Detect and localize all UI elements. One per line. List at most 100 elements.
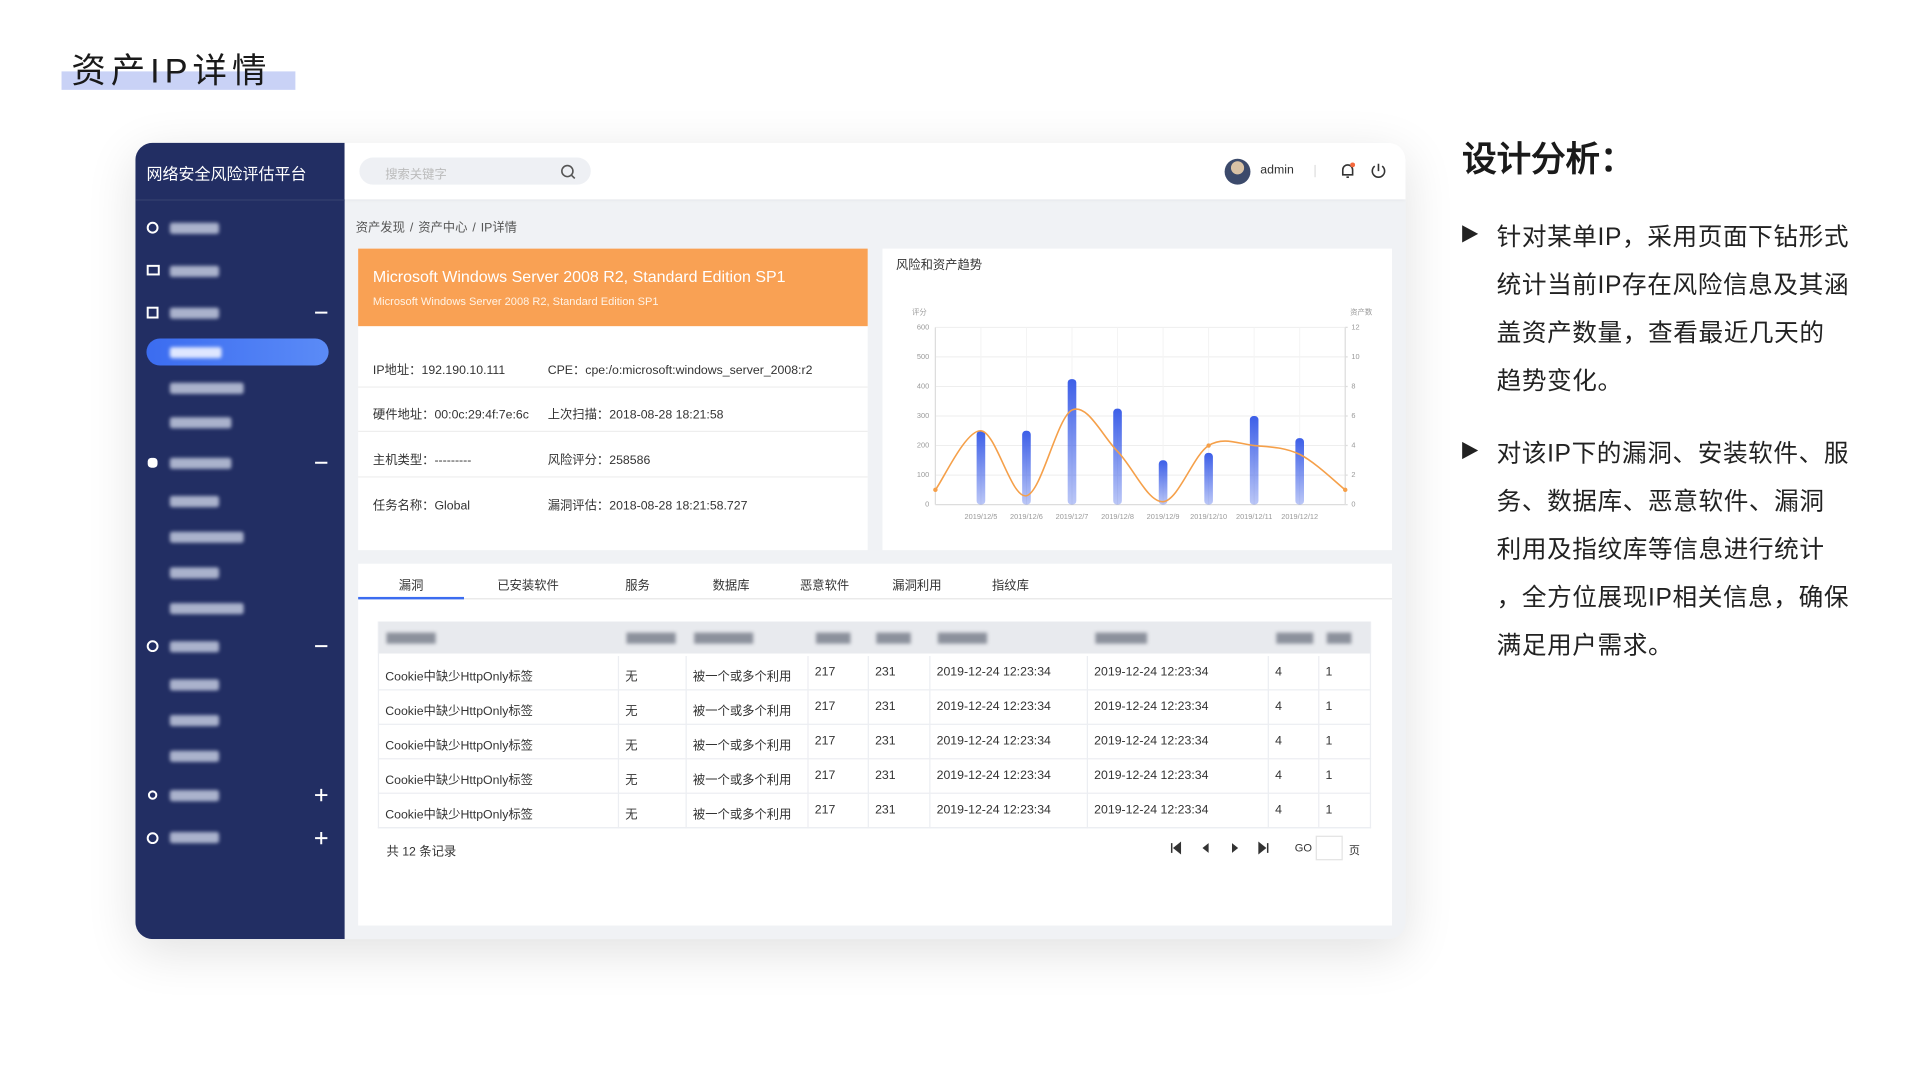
row-separator [377,723,1372,725]
breadcrumb-sep: / [472,221,476,236]
menu-item-blurred[interactable] [169,417,232,429]
bell-icon[interactable] [1341,164,1354,179]
y-tick-label: 600 [917,322,929,331]
bar [1067,379,1077,505]
menu-item-blurred[interactable] [169,307,220,319]
table-cell: 2019-12-24 12:23:34 [1094,700,1209,714]
field: IP地址：192.190.10.111 [373,359,505,378]
field-value: 2018-08-28 18:21:58 [609,408,724,423]
tab-divider [358,598,1392,600]
table-cell: Cookie中缺少HttpOnly标签 [385,808,533,823]
menu-item-blurred[interactable] [169,265,220,277]
cell-border [617,724,620,760]
table-cell: 1 [1325,665,1333,680]
menu-item-blurred[interactable] [169,347,222,359]
menu-item-blurred[interactable] [169,641,220,653]
cell-border [867,690,869,725]
field-value: Global [434,499,471,514]
username[interactable]: admin [1260,163,1294,178]
menu-item-blurred[interactable] [169,495,220,508]
field-value: 2018-08-28 18:21:58.727 [609,499,748,514]
avatar[interactable] [1224,158,1251,185]
cell-border [1318,759,1320,794]
table-cell: 无 [625,808,638,823]
table-cell: 217 [814,734,836,749]
y-tick-label: 400 [917,381,929,390]
table-cell: 217 [814,803,836,818]
table-cell: 2019-12-24 12:23:34 [1094,769,1209,783]
search-icon[interactable] [559,162,579,182]
tab[interactable]: 服务 [625,579,650,594]
table-cell: 2019-12-24 12:23:34 [936,769,1051,783]
header-blurred [386,632,436,644]
bar [976,430,986,505]
cell-border [807,724,809,760]
cell-border [929,724,931,760]
breadcrumb-item[interactable]: 资产中心 [418,221,468,236]
menu-item-blurred[interactable] [169,831,220,844]
menu-item-blurred[interactable] [169,750,220,762]
table-cell: 2019-12-24 12:23:34 [936,700,1051,714]
page-input[interactable] [1315,835,1343,861]
header-blurred [626,632,676,644]
row-separator [377,758,1372,760]
table-cell: Cookie中缺少HttpOnly标签 [385,774,533,788]
table-cell: 无 [625,774,638,788]
bullet-marker [1462,225,1479,243]
chart-card: 风险和资产趋势 评分 资产数 0 100 200 300 400 500 600 0 2 4 6 8 1… [882,248,1392,551]
line-point [1343,487,1348,493]
header-blurred [1326,632,1352,644]
menu-item-blurred[interactable] [169,531,244,543]
cell-border [617,655,620,691]
power-icon[interactable] [1371,163,1386,178]
tab[interactable]: 漏洞利用 [892,579,942,594]
menu-item-blurred[interactable] [169,715,220,727]
go-label[interactable]: GO [1294,841,1313,855]
menu-item-blurred[interactable] [169,382,244,394]
cell-border [867,724,869,760]
next-page[interactable] [1231,843,1239,853]
breadcrumb-item[interactable]: IP详情 [480,221,517,236]
line [934,408,1346,503]
y2-tick-label: 6 [1351,411,1355,420]
tab[interactable]: 漏洞 [398,579,424,594]
icon [146,264,160,276]
active-menu-pill[interactable] [146,338,329,366]
icon [146,832,159,845]
menu-item-blurred[interactable] [169,222,220,234]
tab[interactable]: 已安装软件 [497,579,559,594]
header-blurred [694,632,754,644]
header-blurred [1276,632,1314,644]
tab[interactable]: 数据库 [712,579,750,594]
tab[interactable]: 恶意软件 [799,579,850,594]
cell-border [617,793,620,829]
menu-item-blurred[interactable] [169,457,232,469]
app-name: 网络安全风险评估平台 [146,164,307,184]
menu-item-blurred[interactable] [169,679,220,691]
tab[interactable]: 指纹库 [991,579,1029,594]
menu-item-blurred[interactable] [169,567,220,579]
prev-page[interactable] [1202,843,1209,853]
menu-item-blurred[interactable] [169,790,220,802]
breadcrumb-item[interactable]: 资产发现 [355,221,405,236]
table-cell: 2019-12-24 12:23:34 [1094,734,1209,749]
menu-item-blurred[interactable] [169,603,244,615]
cell-border [1086,690,1088,725]
field: 上次扫描：2018-08-28 18:21:58 [547,404,724,423]
cell-border [685,724,687,760]
search-box[interactable] [359,157,591,185]
cell-border [867,655,869,691]
asset-title: Microsoft Windows Server 2008 R2, Standa… [372,267,786,286]
field-value: 258586 [609,454,651,468]
cell-border [685,655,687,691]
last-page[interactable] [1258,841,1269,855]
table-border [377,621,1372,829]
cell-border [807,759,809,794]
table-cell: 被一个或多个利用 [692,774,792,788]
y2-tick-label: 12 [1351,322,1359,331]
page-unit: 页 [1348,844,1361,857]
field-label: 上次扫描： [547,408,610,423]
first-page[interactable] [1170,841,1182,855]
